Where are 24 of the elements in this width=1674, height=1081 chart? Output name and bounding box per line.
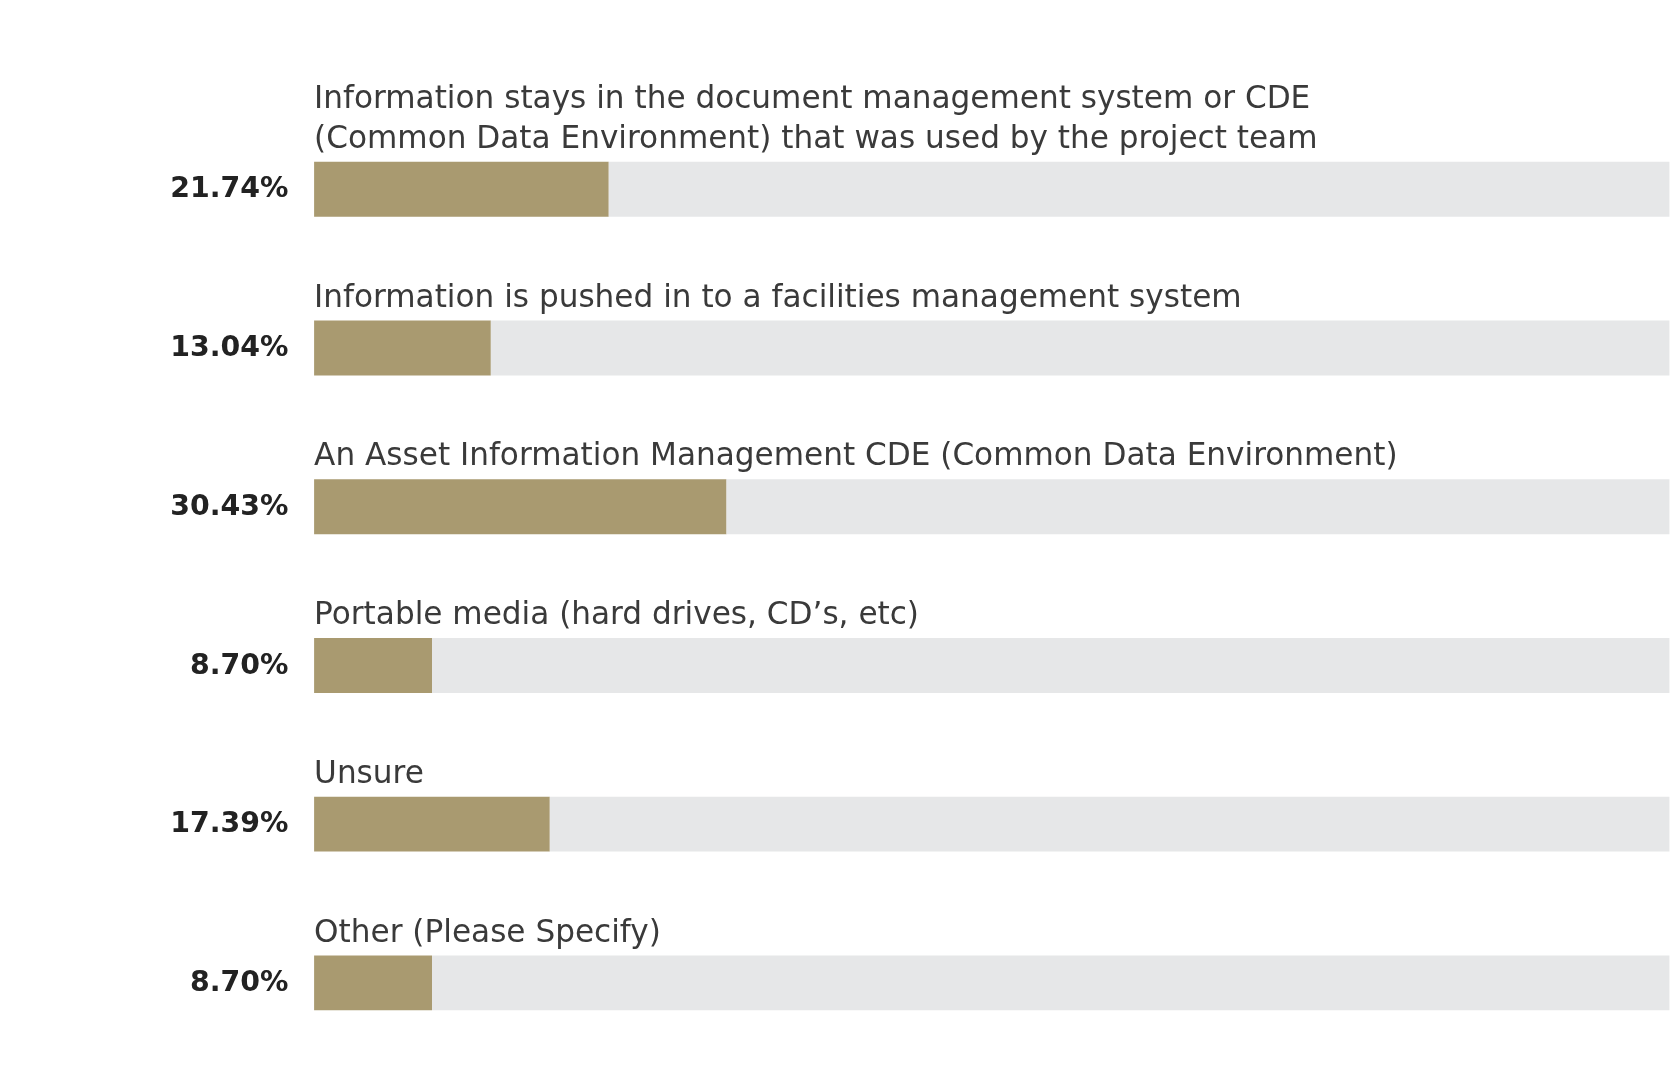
bar xyxy=(314,796,550,852)
bar xyxy=(314,320,491,376)
y-tick-label: Unsure xyxy=(314,753,424,790)
data-label: 8.70% xyxy=(190,647,289,681)
data-label: 30.43% xyxy=(170,488,289,522)
bar xyxy=(314,479,727,535)
data-label: 17.39% xyxy=(170,806,289,840)
y-tick-label: Information is pushed in to a facilities management system xyxy=(314,277,1242,314)
data-label: 13.04% xyxy=(170,330,289,364)
bar xyxy=(314,955,433,1011)
bar xyxy=(726,479,1670,535)
y-tick-label: Other (Please Specify) xyxy=(314,912,661,949)
bar xyxy=(432,637,1670,693)
bar xyxy=(314,637,433,693)
y-tick-label: Portable media (hard drives, CD’s, etc) xyxy=(314,595,919,632)
data-label: 8.70% xyxy=(190,965,289,999)
y-tick-label: An Asset Information Management CDE (Common Data Environment) xyxy=(314,436,1398,473)
bar xyxy=(549,796,1670,852)
bar xyxy=(314,161,609,217)
bar xyxy=(490,320,1670,376)
data-label: 21.74% xyxy=(170,171,289,205)
bar xyxy=(432,955,1670,1011)
bar xyxy=(608,161,1670,217)
y-tick-label: Information stays in the document management system or CDE (Common Data Environment) that was used by the project team xyxy=(314,78,1318,155)
